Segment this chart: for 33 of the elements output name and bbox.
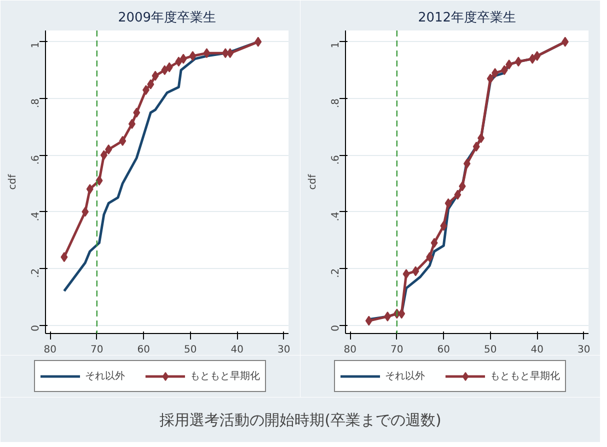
y-tick-label: .8	[330, 98, 342, 108]
y-tick-label: 1	[330, 42, 342, 48]
chart-title: 2009年度卒業生	[118, 10, 216, 26]
y-tick-label: 1	[30, 42, 42, 48]
y-tick-label: .4	[330, 212, 342, 222]
y-tick-label: .4	[30, 212, 42, 222]
x-tick-label: 80	[44, 344, 57, 356]
x-tick-label: 70	[90, 344, 104, 356]
legend-label: もともと早期化	[490, 370, 560, 383]
x-tick-label: 60	[137, 344, 150, 356]
y-tick-label: .2	[30, 268, 42, 278]
legend-label: それ以外	[385, 370, 425, 383]
x-tick-label: 50	[484, 344, 497, 356]
y-axis-title: cdf	[308, 174, 318, 190]
legend-label: もともと早期化	[190, 370, 260, 383]
x-tick-label: 40	[530, 344, 544, 356]
x-tick-label: 60	[437, 344, 450, 356]
y-tick-label: 0	[30, 324, 42, 332]
x-tick-label: 30	[277, 344, 290, 356]
x-tick-label: 40	[230, 344, 244, 356]
chart-title: 2012年度卒業生	[418, 10, 516, 26]
y-tick-label: .6	[330, 155, 342, 165]
y-axis-title: cdf	[8, 174, 18, 190]
y-tick-label: .2	[330, 268, 342, 278]
x-tick-label: 30	[577, 344, 590, 356]
y-tick-label: .8	[30, 98, 42, 108]
y-tick-label: .6	[30, 155, 42, 165]
y-tick-label: 0	[330, 324, 342, 332]
x-tick-label: 70	[390, 344, 404, 356]
x-tick-label: 50	[184, 344, 197, 356]
legend-label: それ以外	[85, 370, 125, 383]
text: 採用選考活動の開始時期(卒業までの週数)	[160, 411, 442, 429]
x-tick-label: 80	[344, 344, 357, 356]
